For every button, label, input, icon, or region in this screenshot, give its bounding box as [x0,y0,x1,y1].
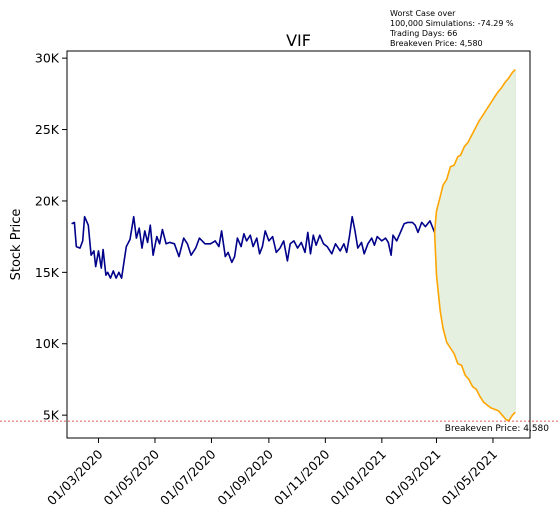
x-tick-label: 01/05/2020 [101,446,163,508]
series-layer [71,69,516,422]
y-tick-label: 10K [35,336,60,351]
y-axis: 5K 10K 15K 20K 25K 30K [35,51,67,423]
x-tick-label: 01/07/2020 [157,446,219,508]
y-tick-label: 20K [35,193,60,208]
x-tick-label: 01/03/2021 [382,447,444,509]
x-tick-label: 01/03/2020 [44,446,106,508]
breakeven-label: Breakeven Price: 4,580 [445,424,549,434]
simulation-range-area [434,68,516,422]
annotation-line: Trading Days: 66 [389,29,457,38]
annotation-line: Breakeven Price: 4,580 [390,39,483,48]
x-axis: 01/03/202001/05/202001/07/202001/09/2020… [44,438,500,508]
x-tick-label: 01/01/2021 [327,447,389,509]
x-tick-label: 01/11/2020 [271,446,333,508]
y-tick-label: 30K [35,51,60,66]
annotation-line: 100,000 Simulations: -74.29 % [390,19,514,28]
chart-title: VIF [286,31,311,50]
x-tick-label: 01/09/2020 [214,446,276,508]
y-tick-label: 25K [35,122,60,137]
y-axis-label: Stock Price [9,209,24,281]
plot-frame [66,50,531,439]
historical-price-line [71,215,436,279]
simulation-range-layer [434,68,516,422]
x-tick-label: 01/05/2021 [439,447,501,509]
annotation-line: Worst Case over [390,9,456,18]
y-tick-label: 15K [35,265,60,280]
breakeven-layer: Breakeven Price: 4,580 [0,420,560,434]
worst-case-line [433,232,516,422]
best-case-line [433,69,516,233]
y-tick-label: 5K [43,408,60,423]
